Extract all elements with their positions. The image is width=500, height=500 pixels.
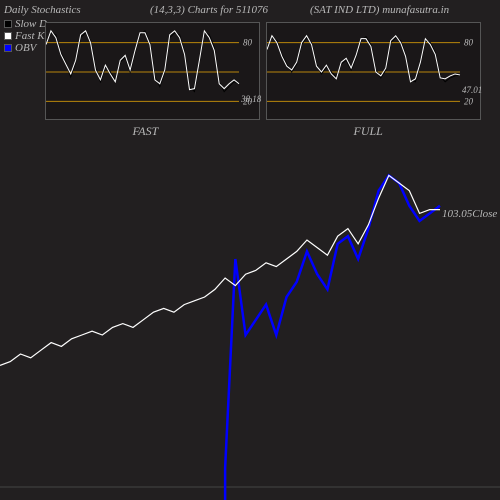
main-chart [0, 0, 500, 500]
main-series-obv [225, 175, 440, 500]
close-label: 103.05Close [442, 208, 497, 220]
